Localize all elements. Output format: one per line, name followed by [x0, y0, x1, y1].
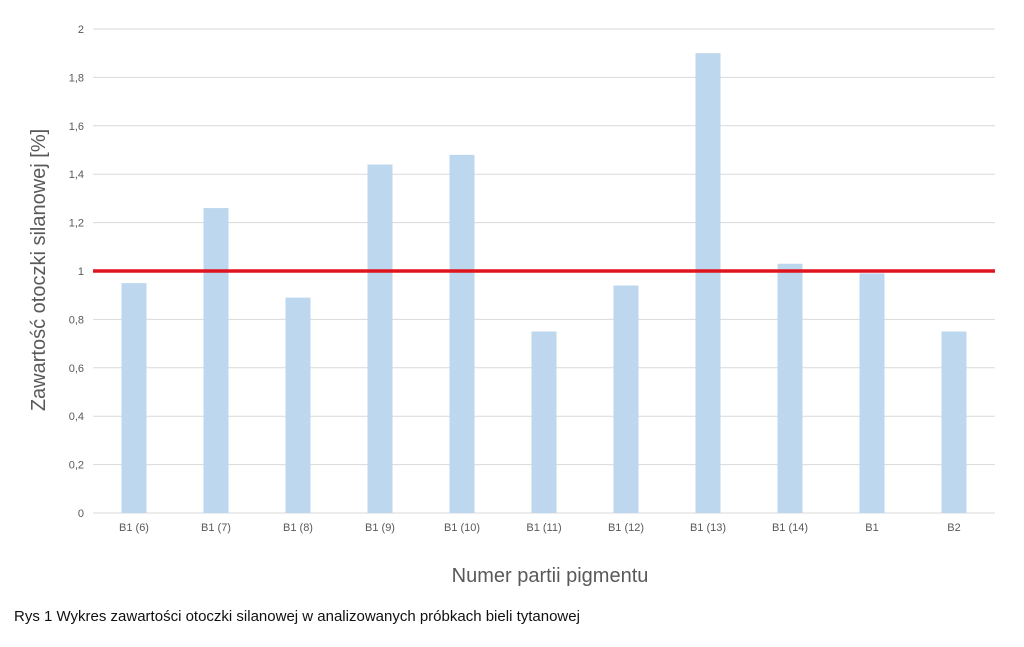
bar [285, 297, 311, 513]
bar [121, 283, 147, 513]
bar [531, 331, 557, 513]
x-tick-label: B1 (10) [444, 522, 480, 534]
y-axis-title: Zawartość otoczki silanowej [%] [28, 129, 50, 411]
bar [941, 331, 967, 513]
y-tick-label: 1 [78, 266, 84, 278]
bar [367, 164, 393, 513]
bars [121, 53, 967, 513]
x-tick-label: B1 [865, 522, 878, 534]
y-tick-label: 2 [78, 24, 84, 36]
x-tick-label: B2 [947, 522, 960, 534]
y-tick-label: 1,6 [69, 121, 84, 133]
y-tick-labels: 0 0,2 0,4 0,6 0,8 1 1,2 1,4 1,6 1,8 2 [69, 24, 84, 520]
y-tick-label: 0,4 [69, 411, 84, 423]
bar [613, 285, 639, 513]
y-tick-label: 0,8 [69, 314, 84, 326]
y-tick-label: 1,2 [69, 218, 84, 230]
chart-svg: 0 0,2 0,4 0,6 0,8 1 1,2 1,4 1,6 1,8 2 B1 (6) B1 (7)… [28, 24, 995, 587]
y-tick-label: 0 [78, 508, 84, 520]
x-tick-label: B1 (8) [283, 522, 313, 534]
y-tick-label: 1,8 [69, 72, 84, 84]
x-tick-label: B1 (7) [201, 522, 231, 534]
bar [449, 154, 475, 513]
y-tick-label: 0,6 [69, 363, 84, 375]
bar [695, 53, 721, 513]
x-axis-title: Numer partii pigmentu [452, 565, 649, 587]
bar [777, 263, 803, 513]
bar-chart: 0 0,2 0,4 0,6 0,8 1 1,2 1,4 1,6 1,8 2 B1 (6) B1 (7)… [28, 24, 995, 587]
x-tick-labels: B1 (6) B1 (7) B1 (8) B1 (9) B1 (10) B1 (11) B1… [119, 522, 961, 534]
x-tick-label: B1 (13) [690, 522, 726, 534]
x-tick-label: B1 (11) [526, 522, 561, 534]
bar [859, 273, 885, 513]
x-tick-label: B1 (14) [772, 522, 808, 534]
x-tick-label: B1 (9) [365, 522, 395, 534]
x-tick-label: B1 (12) [608, 522, 644, 534]
y-tick-label: 1,4 [69, 169, 84, 181]
figure-caption: Rys 1 Wykres zawartości otoczki silanowe… [14, 608, 580, 625]
y-tick-label: 0,2 [69, 460, 84, 472]
bar [203, 208, 229, 513]
x-tick-label: B1 (6) [119, 522, 149, 534]
